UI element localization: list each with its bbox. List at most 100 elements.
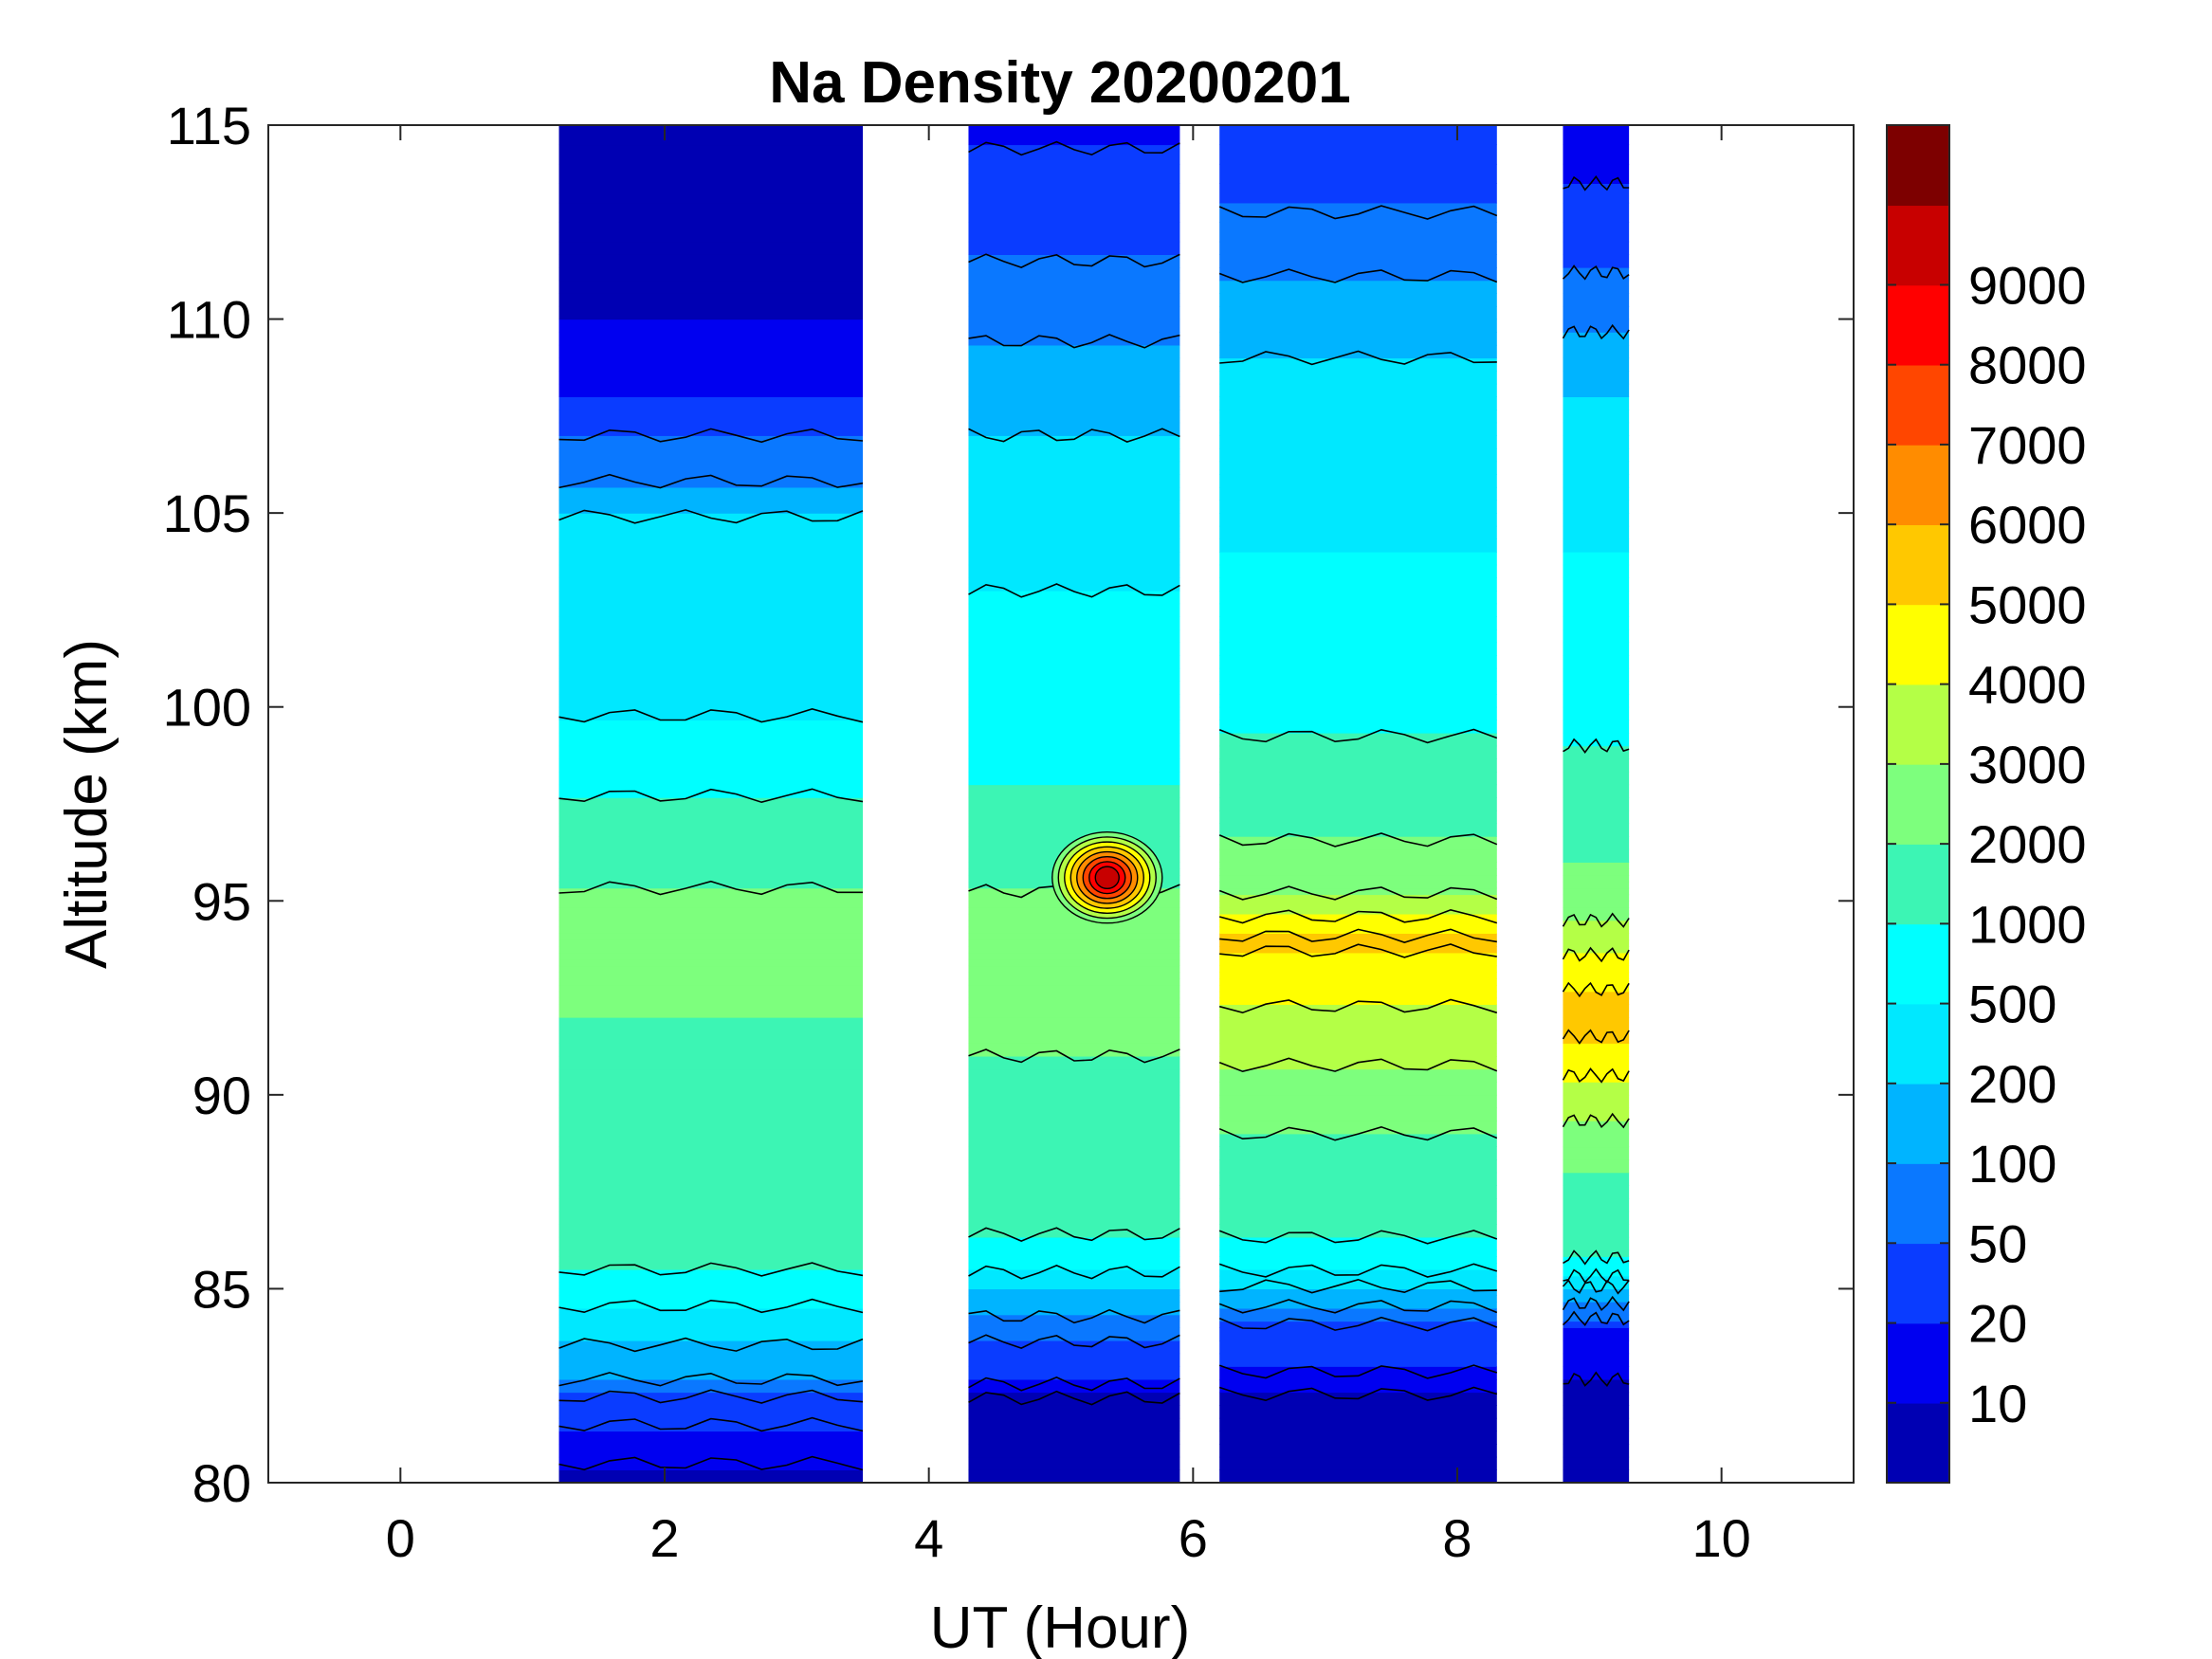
contour-band xyxy=(558,681,863,695)
contour-line xyxy=(1562,1279,1630,1295)
contour-line xyxy=(1218,885,1498,901)
contour-band xyxy=(558,823,863,837)
colorbar-band xyxy=(1887,284,1949,366)
contour-band xyxy=(968,241,1180,255)
contour-band xyxy=(968,1146,1180,1160)
contour-band xyxy=(968,1094,1180,1109)
contour-band xyxy=(558,357,863,372)
contour-band xyxy=(968,280,1180,294)
contour-band xyxy=(1563,642,1630,656)
contour-band xyxy=(1219,745,1497,759)
contour-band xyxy=(1563,202,1630,223)
contour-band xyxy=(1219,1314,1497,1322)
contour-band xyxy=(1563,1224,1630,1238)
contour-band xyxy=(1219,894,1497,902)
contour-band xyxy=(1563,836,1630,850)
contour-band xyxy=(558,486,863,501)
y-tick-label: 110 xyxy=(167,290,251,350)
contour-band xyxy=(968,603,1180,617)
x-tick-label: 4 xyxy=(914,1508,943,1568)
contour-band xyxy=(1563,1321,1630,1328)
contour-band xyxy=(1563,552,1630,566)
contour-band xyxy=(1563,500,1630,514)
contour-line xyxy=(1219,1278,1497,1294)
contour-band xyxy=(558,1224,863,1238)
contour-band xyxy=(1219,1282,1497,1290)
contour-band xyxy=(968,1256,1180,1264)
contour-band xyxy=(558,144,863,165)
contour-line xyxy=(1562,1029,1630,1045)
contour-band xyxy=(558,1082,863,1096)
contour-band xyxy=(968,305,1180,320)
contour-band xyxy=(968,357,1180,372)
colorbar-tick-label: 50 xyxy=(1968,1213,2027,1273)
contour-band xyxy=(558,538,863,553)
colorbar-band xyxy=(1887,524,1949,606)
contour-band xyxy=(1563,1263,1630,1270)
contour-band xyxy=(968,1159,1180,1174)
contour-band xyxy=(1563,163,1630,184)
plot-frame xyxy=(267,124,1855,1484)
contour-band xyxy=(1219,926,1497,934)
contour-band xyxy=(1563,1444,1630,1458)
x-tick-label: 2 xyxy=(649,1508,679,1568)
contour-band xyxy=(1219,946,1497,954)
contour-band xyxy=(1219,984,1497,993)
contour-band xyxy=(1219,836,1497,850)
contour-line xyxy=(558,707,864,723)
contour-line xyxy=(558,1337,864,1353)
contour-band xyxy=(968,1211,1180,1225)
colorbar-band xyxy=(1887,844,1949,925)
colorbar-band xyxy=(1887,1003,1949,1085)
contour-band xyxy=(1219,667,1497,683)
contour-band xyxy=(558,319,863,333)
contour-band xyxy=(558,344,863,359)
contour-band xyxy=(1563,1107,1630,1121)
contour-band xyxy=(968,163,1180,184)
contour-band xyxy=(1219,694,1497,708)
contour-band xyxy=(558,1094,863,1109)
contour-band xyxy=(1563,1327,1630,1341)
contour-line xyxy=(968,1048,1180,1064)
contour-line xyxy=(968,1308,1180,1324)
contour-band xyxy=(558,1444,863,1458)
contour-band xyxy=(1219,280,1497,294)
contour-band xyxy=(1219,305,1497,320)
contour-band xyxy=(968,1302,1180,1309)
colorbar-band xyxy=(1887,364,1949,446)
contour-band xyxy=(968,823,1180,837)
contour-band xyxy=(558,577,863,592)
contour-band xyxy=(1219,1236,1497,1251)
colorbar-tick-label: 7000 xyxy=(1968,415,2087,475)
contour-band xyxy=(558,972,863,979)
contour-band xyxy=(558,371,863,385)
contour-band xyxy=(968,1456,1180,1470)
contour-band xyxy=(1563,241,1630,255)
contour-band xyxy=(558,1133,863,1148)
contour-band xyxy=(968,396,1180,410)
contour-line xyxy=(968,1390,1180,1406)
contour-band xyxy=(1563,486,1630,501)
contour-band xyxy=(1563,447,1630,463)
segment-2 xyxy=(968,125,1180,1484)
contour-band xyxy=(968,913,1180,921)
contour-band xyxy=(1563,1172,1630,1186)
colorbar-tick-label: 2000 xyxy=(1968,814,2087,874)
contour-band xyxy=(558,254,863,268)
segment-1 xyxy=(558,125,863,1484)
x-tick-label: 6 xyxy=(1179,1508,1208,1568)
contour-band xyxy=(558,435,863,449)
contour-line xyxy=(1562,1295,1630,1312)
contour-line xyxy=(968,334,1180,349)
contour-band xyxy=(968,681,1180,695)
contour-band xyxy=(558,1295,863,1303)
contour-line xyxy=(1218,268,1498,283)
contour-band xyxy=(1219,1133,1497,1148)
contour-band xyxy=(1219,848,1497,863)
contour-band xyxy=(968,577,1180,592)
contour-band xyxy=(1563,946,1630,954)
contour-band xyxy=(1563,933,1630,940)
contour-band xyxy=(968,371,1180,385)
contour-band xyxy=(558,1121,863,1135)
y-axis-label: Altitude (km) xyxy=(54,639,119,969)
